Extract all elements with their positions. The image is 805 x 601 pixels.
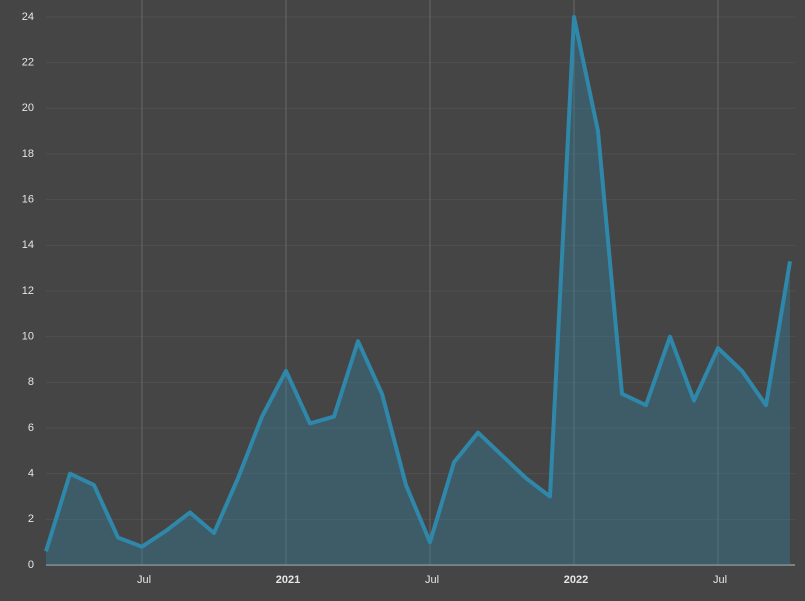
- area-line: [44, 15, 792, 552]
- x-tick-label: 2021: [276, 574, 300, 586]
- y-tick-label: 20: [22, 102, 34, 114]
- y-tick-label: 24: [22, 11, 34, 23]
- y-tick-label: 8: [28, 376, 34, 388]
- x-tick-label: 2022: [564, 574, 588, 586]
- x-tick-label: Jul: [713, 574, 727, 586]
- y-tick-label: 22: [22, 57, 34, 69]
- area-fill: [46, 17, 790, 565]
- x-tick-label: Jul: [137, 574, 151, 586]
- y-tick-label: 0: [28, 559, 34, 571]
- y-tick-label: 2: [28, 513, 34, 525]
- y-tick-label: 18: [22, 148, 34, 160]
- y-tick-label: 12: [22, 285, 34, 297]
- y-tick-label: 6: [28, 422, 34, 434]
- y-tick-label: 14: [22, 239, 34, 251]
- y-tick-label: 10: [22, 331, 34, 343]
- x-tick-label: Jul: [425, 574, 439, 586]
- y-tick-label: 4: [28, 468, 34, 480]
- y-tick-label: 16: [22, 194, 34, 206]
